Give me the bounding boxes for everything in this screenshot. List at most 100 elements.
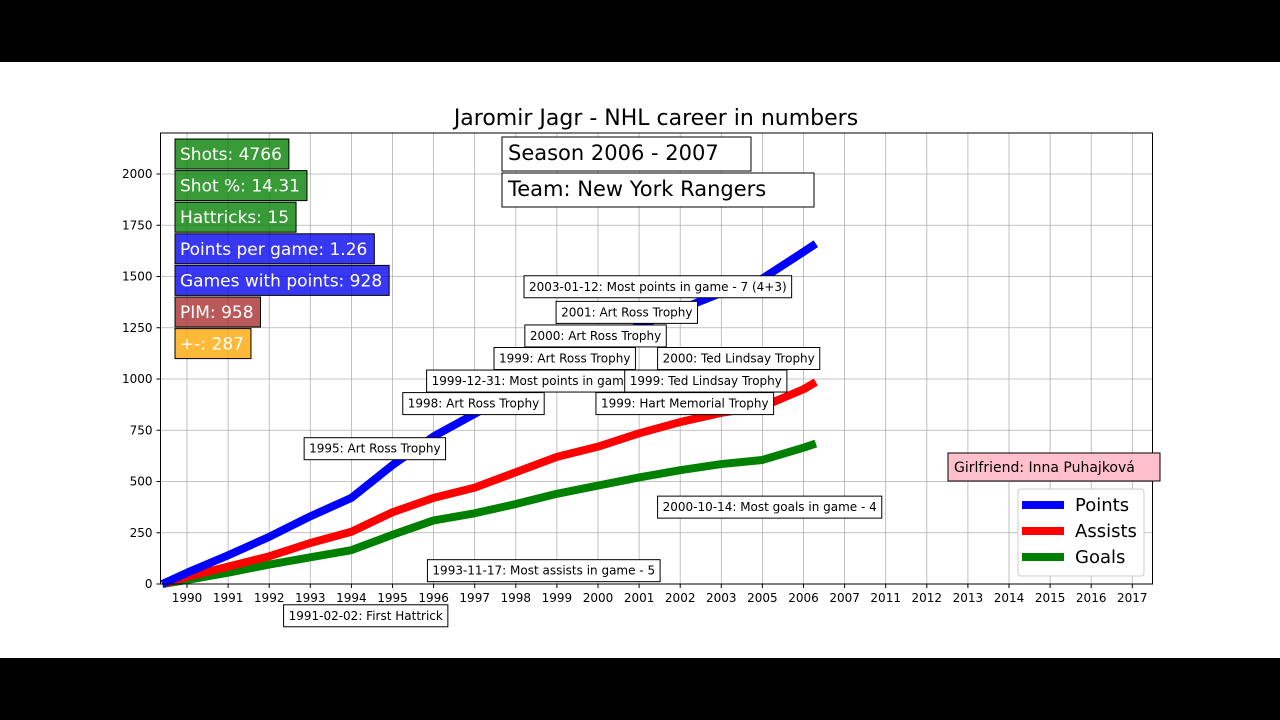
y-tick-label: 1250 [122, 321, 153, 335]
y-tick-label: 750 [130, 423, 153, 437]
x-tick-label: 2007 [829, 591, 860, 605]
stat-box: Hattricks: 15 [174, 201, 297, 233]
x-tick-label: 2013 [953, 591, 984, 605]
stat-label: Hattricks: 15 [180, 208, 289, 228]
x-tick-label: 1995 [377, 591, 408, 605]
annotation: 2003-01-12: Most points in game - 7 (4+3… [523, 275, 793, 299]
x-tick-label: 1994 [336, 591, 367, 605]
legend-label-points: Points [1075, 495, 1129, 516]
annotations: 2003-01-12: Most points in game - 7 (4+3… [283, 275, 883, 628]
annotation-box [402, 392, 545, 416]
x-tick-label: 1996 [418, 591, 449, 605]
annotation-label: 1999: Art Ross Trophy [499, 352, 630, 366]
x-tick-label: 1993 [295, 591, 326, 605]
legend-label-assists: Assists [1075, 521, 1137, 542]
stat-box-frame [174, 170, 308, 202]
annotation-box [595, 392, 775, 416]
annotation-box [657, 347, 821, 370]
annotation-label: 2000: Art Ross Trophy [530, 329, 661, 343]
x-tick-label: 1991 [213, 591, 244, 605]
season-box-frame [501, 136, 752, 172]
annotation: 2000: Art Ross Trophy [524, 324, 667, 348]
x-tick-label: 2001 [624, 591, 655, 605]
annotation-label: 2000: Ted Lindsay Trophy [663, 352, 815, 366]
team-box: Team: New York Rangers [501, 172, 815, 208]
annotation: 1999: Art Ross Trophy [493, 347, 636, 370]
x-tick-label: 2017 [1117, 591, 1148, 605]
team-label: Team: New York Rangers [507, 177, 766, 201]
stat-box-frame [174, 201, 297, 233]
annotation: 2000-10-14: Most goals in game - 4 [657, 495, 883, 519]
annotation: 1991-02-02: First Hattrick [283, 604, 449, 628]
stat-label: Games with points: 928 [180, 271, 382, 291]
x-tick-label: 2002 [665, 591, 696, 605]
series-line-goals [161, 439, 818, 588]
stat-boxes: Shots: 4766 Shot %: 14.31 Hattricks: 15 Poi… [174, 138, 390, 360]
legend: Points Assists Goals [1017, 488, 1145, 577]
y-tick-label: 1000 [122, 372, 153, 386]
stat-box: Shots: 4766 [174, 138, 290, 170]
annotation: 1993-11-17: Most assists in game - 5 [426, 559, 661, 583]
y-tick-label: 500 [130, 475, 153, 489]
legend-label-goals: Goals [1075, 547, 1125, 568]
x-tick-label: 1998 [501, 591, 532, 605]
stat-box-frame [174, 264, 390, 296]
annotation-label: 1999: Ted Lindsay Trophy [630, 374, 782, 388]
annotation-label: 1993-11-17: Most assists in game - 5 [432, 564, 655, 578]
x-tick-label: 2014 [994, 591, 1025, 605]
chart-figure: Jaromir Jagr - NHL career in numbers 0 25… [0, 62, 1280, 658]
x-tick-label: 2005 [747, 591, 778, 605]
annotation-box [524, 324, 667, 348]
annotation-label: 2001: Art Ross Trophy [561, 305, 692, 319]
annotation-label: 1999: Hart Memorial Trophy [601, 397, 769, 411]
y-tick-label: 0 [145, 577, 153, 591]
x-tick-label: 1992 [254, 591, 285, 605]
annotation: 1999: Ted Lindsay Trophy [624, 369, 788, 393]
x-tick-label: 2003 [706, 591, 737, 605]
x-axis-ticks: 1990 1991 1992 1993 1994 1995 1996 1997 1998 1999… [172, 584, 1148, 605]
y-axis-ticks: 0 250 500 750 1000 1250 1500 1750 2000 [122, 167, 161, 591]
stat-box: Shot %: 14.31 [174, 170, 308, 202]
x-tick-label: 1999 [542, 591, 573, 605]
girlfriend-box: Girlfriend: Inna Puhajková [947, 452, 1161, 482]
x-tick-label: 2015 [1035, 591, 1066, 605]
x-tick-label: 2016 [1076, 591, 1107, 605]
stat-label: Shot %: 14.31 [180, 177, 300, 197]
annotation: 1999: Hart Memorial Trophy [595, 392, 775, 416]
y-tick-label: 250 [130, 526, 153, 540]
stat-box-frame [174, 328, 252, 360]
annotation-label: 2003-01-12: Most points in game - 7 (4+3… [529, 280, 787, 294]
season-label: Season 2006 - 2007 [508, 141, 719, 165]
x-tick-label: 2006 [788, 591, 819, 605]
girlfriend-box-frame [947, 452, 1161, 482]
stat-box-frame [174, 296, 262, 328]
stat-box: Points per game: 1.26 [174, 233, 375, 265]
annotation: 2001: Art Ross Trophy [555, 300, 698, 324]
stat-box: +-: 287 [174, 328, 252, 360]
stat-box: PIM: 958 [174, 296, 262, 328]
y-tick-label: 2000 [122, 167, 153, 181]
x-tick-label: 2011 [870, 591, 901, 605]
stat-box-frame [174, 138, 290, 170]
annotation: 1995: Art Ross Trophy [303, 437, 447, 461]
letterbox-top [0, 0, 1280, 62]
letterbox-bottom [0, 658, 1280, 720]
y-tick-label: 1750 [122, 218, 153, 232]
annotation-box [657, 495, 883, 519]
plot-frame [160, 132, 1153, 585]
stat-label: PIM: 958 [180, 303, 254, 323]
chart-title: Jaromir Jagr - NHL career in numbers [452, 106, 858, 131]
annotation-box [624, 369, 788, 393]
x-tick-label: 2012 [912, 591, 943, 605]
annotation-box [555, 300, 698, 324]
season-box: Season 2006 - 2007 [501, 136, 752, 172]
x-tick-label: 2000 [583, 591, 614, 605]
stat-label: Shots: 4766 [180, 145, 282, 165]
stat-box-frame [174, 233, 375, 265]
annotation-box [303, 437, 447, 461]
annotation-box [426, 559, 661, 583]
annotation-box [523, 275, 793, 299]
annotation-label: 1998: Art Ross Trophy [408, 397, 539, 411]
stat-label: +-: 287 [180, 335, 244, 355]
